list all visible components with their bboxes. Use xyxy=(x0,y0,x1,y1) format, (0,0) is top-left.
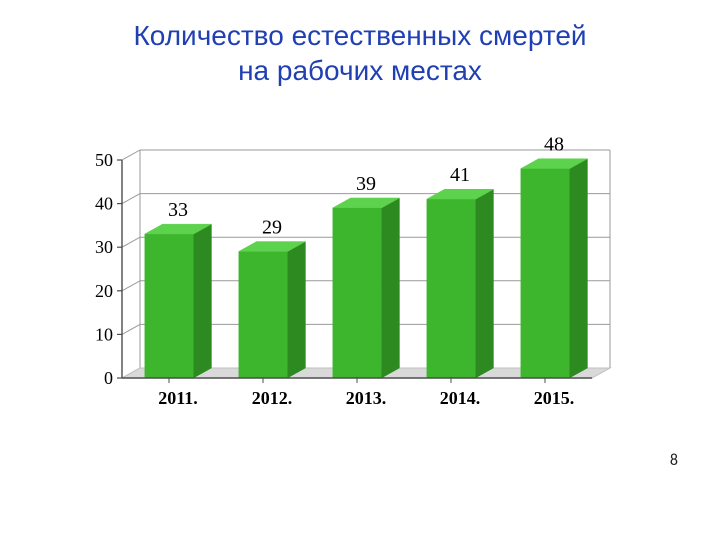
bar-value-label: 39 xyxy=(356,173,376,195)
page-number: 8 xyxy=(670,451,678,470)
bar-value-label: 48 xyxy=(544,134,564,156)
category-label: 2012. xyxy=(252,388,293,408)
y-tick-label: 0 xyxy=(104,368,113,388)
y-tick-label: 30 xyxy=(95,237,113,257)
bar-value-label: 33 xyxy=(168,199,188,221)
category-label: 2011. xyxy=(158,388,198,408)
y-tick-label: 50 xyxy=(95,150,113,170)
slide-title: Количество естественных смертей на рабоч… xyxy=(0,18,720,88)
title-line-2: на рабочих местах xyxy=(238,55,482,86)
category-label: 2013. xyxy=(346,388,387,408)
y-tick-label: 20 xyxy=(95,281,113,301)
y-tick-label: 40 xyxy=(95,194,113,214)
title-line-1: Количество естественных смертей xyxy=(133,20,586,51)
category-label: 2014. xyxy=(440,388,481,408)
y-tick-label: 10 xyxy=(95,324,113,344)
category-label: 2015. xyxy=(534,388,575,408)
bar-value-label: 41 xyxy=(450,164,470,186)
deaths-bar-chart: 33 2011. 29 2012. 39 2013. 41 2014. 48 2015. 0 10 20… xyxy=(72,128,612,428)
bar-value-label: 29 xyxy=(262,217,282,239)
